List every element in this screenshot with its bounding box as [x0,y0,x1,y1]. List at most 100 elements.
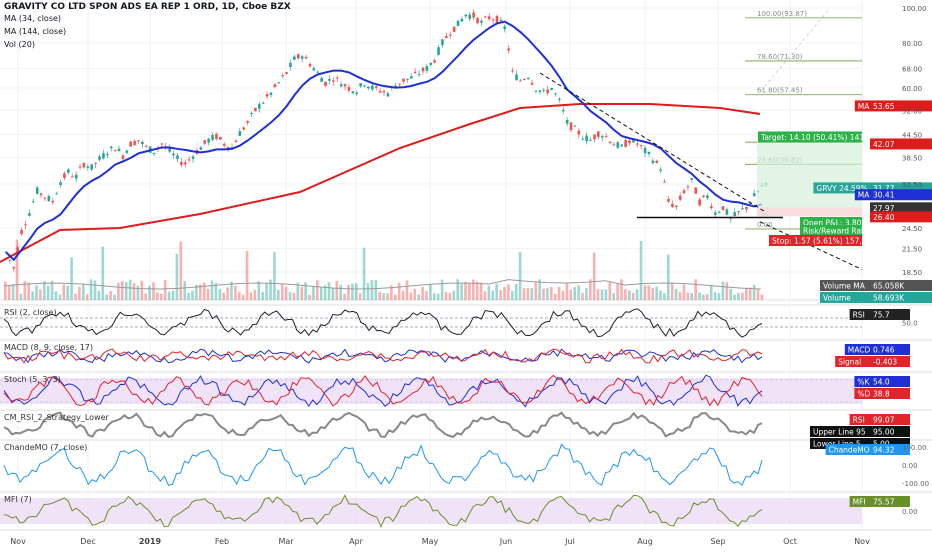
volume-bar [351,283,354,300]
volume-bar [7,285,11,300]
indicator-title: Stoch (5, 3, 3) [4,375,61,384]
volume-bar [19,293,23,300]
indicator-title: ChandeMO (7, close) [4,443,87,452]
candle-body [604,136,608,138]
indicator-label-value: 94.32 [873,446,895,455]
candle-body [519,80,522,82]
pane-fill [0,378,862,404]
volume-bar [15,239,19,300]
volume-bar [70,257,73,300]
x-tick-label: Apr [349,537,364,546]
volume-bar [62,284,66,300]
indicator-label-value-bg [870,426,910,437]
volume-bar [429,284,432,300]
position-profit-zone [757,143,862,208]
candle-body [511,70,514,72]
volume-bar [760,294,764,300]
indicator-line [3,348,763,364]
volume-bar [148,285,151,300]
candle-body [542,89,546,91]
study-ma34[interactable]: MA (34, close) [4,14,62,23]
candle-body [608,141,612,144]
candle-body [296,54,300,59]
candle-body [573,125,577,127]
candle-body [355,92,359,95]
volume-bar [624,289,627,300]
candle-body [335,77,339,79]
ma144-line [0,103,761,263]
indicator-label-name: RSI [853,416,865,425]
candle-body [339,84,343,87]
y-tick-label: 68.00 [902,65,922,73]
candle-body [133,140,136,146]
volume-bar [218,289,222,300]
indicator-label-value-bg [870,356,910,367]
volume-bar [179,241,183,300]
volume-bar [78,286,81,300]
volume-bar [612,293,615,300]
volume-bar [628,290,631,300]
volume-bar [214,282,218,300]
indicator-label-name-bg [854,388,870,399]
indicator-line [3,443,763,486]
candle-body [121,155,125,159]
study-ma144[interactable]: MA (144, close) [4,27,67,36]
volume-label-value-bg [870,292,932,303]
price-tag-name: MA [858,191,870,200]
volume-bar [694,279,697,300]
price-tag-value: 53.65 [873,102,895,111]
volume-bar [323,285,327,300]
volume-bar [191,290,194,300]
indicator-label-name: %K [857,378,870,387]
candle-body [484,16,487,18]
candle-body [667,198,670,202]
price-tag-name-bg [854,189,870,201]
candle-body [39,193,43,196]
volume-bar [343,293,346,300]
indicator-line [3,494,763,529]
volume-bar [745,287,748,300]
price-tag-value-bg [870,100,932,112]
candle-body [312,68,316,71]
volume-bar [690,293,693,300]
price-tag-value-bg [870,211,932,223]
volume-bar [327,282,331,300]
volume-bar [503,287,506,300]
candle-body [67,169,70,173]
indicator-line [3,348,763,364]
candle-body [324,81,327,86]
study-volume[interactable]: Vol (20) [4,40,35,49]
price-tag-value: 27.97 [873,204,895,213]
volume-bar [452,290,456,300]
volume-bar [331,288,335,300]
indicator-label-name: MFI [853,498,866,507]
candle-body [402,78,405,82]
volume-bar [269,279,272,300]
volume-bar [604,289,608,300]
candle-body [495,15,499,24]
candle-body [316,71,320,73]
volume-bar [702,294,705,300]
indicator-y-tick: 0.00 [902,462,918,470]
position-stop-label-bg [769,235,862,246]
volume-bar [635,289,639,300]
volume-bar [546,288,549,300]
candle-body [639,145,643,147]
volume-bar [230,281,233,300]
volume-bar [511,290,514,300]
indicator-label-value: 54.0 [873,378,890,387]
candle-body [70,176,74,178]
volume-bar [561,290,565,300]
candle-body [628,140,631,144]
indicator-label-value: -0.403 [873,358,897,367]
candle-body [398,83,401,85]
candle-body [82,163,86,168]
volume-bar [390,285,393,300]
volume-bar [128,279,132,300]
volume-bar [273,252,276,300]
candle-body [554,93,557,95]
volume-bars [4,239,764,300]
volume-bar [472,279,475,300]
